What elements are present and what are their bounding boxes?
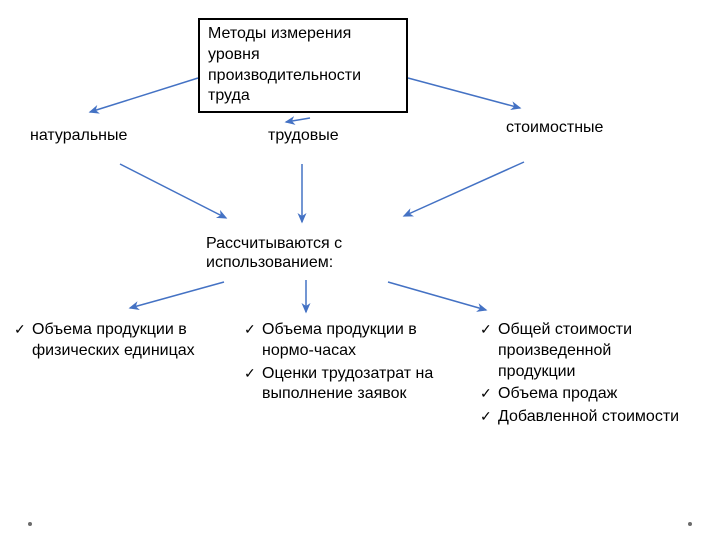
list-item: Объема продукции в нормо-часах xyxy=(244,320,454,362)
category-natural-label: натуральные xyxy=(30,127,127,144)
category-labor: трудовые xyxy=(268,126,339,145)
list-item: Объема продукции в физических единицах xyxy=(14,320,224,362)
bullet-list-right: Общей стоимости произведенной продукции … xyxy=(480,320,690,428)
dot-decoration xyxy=(688,522,692,526)
category-labor-label: трудовые xyxy=(268,127,339,144)
bullet-col-left: Объема продукции в физических единицах xyxy=(14,320,224,364)
bullet-col-center: Объема продукции в нормо-часах Оценки тр… xyxy=(244,320,454,407)
bullet-col-right: Общей стоимости произведенной продукции … xyxy=(480,320,690,430)
mid-label-text: Рассчитываются с использованием: xyxy=(206,235,342,271)
list-item: Оценки трудозатрат на выполнение заявок xyxy=(244,364,454,406)
list-item: Объема продаж xyxy=(480,384,690,405)
list-item: Добавленной стоимости xyxy=(480,407,690,428)
mid-label: Рассчитываются с использованием: xyxy=(206,234,426,272)
bullet-list-center: Объема продукции в нормо-часах Оценки тр… xyxy=(244,320,454,405)
dot-decoration xyxy=(28,522,32,526)
category-natural: натуральные xyxy=(30,126,127,145)
bullet-list-left: Объема продукции в физических единицах xyxy=(14,320,224,362)
title-box: Методы измерения уровня производительнос… xyxy=(198,18,408,113)
title-text: Методы измерения уровня производительнос… xyxy=(208,25,361,104)
category-cost-label: стоимостные xyxy=(506,119,603,136)
category-cost: стоимостные xyxy=(506,118,603,137)
list-item: Общей стоимости произведенной продукции xyxy=(480,320,690,382)
